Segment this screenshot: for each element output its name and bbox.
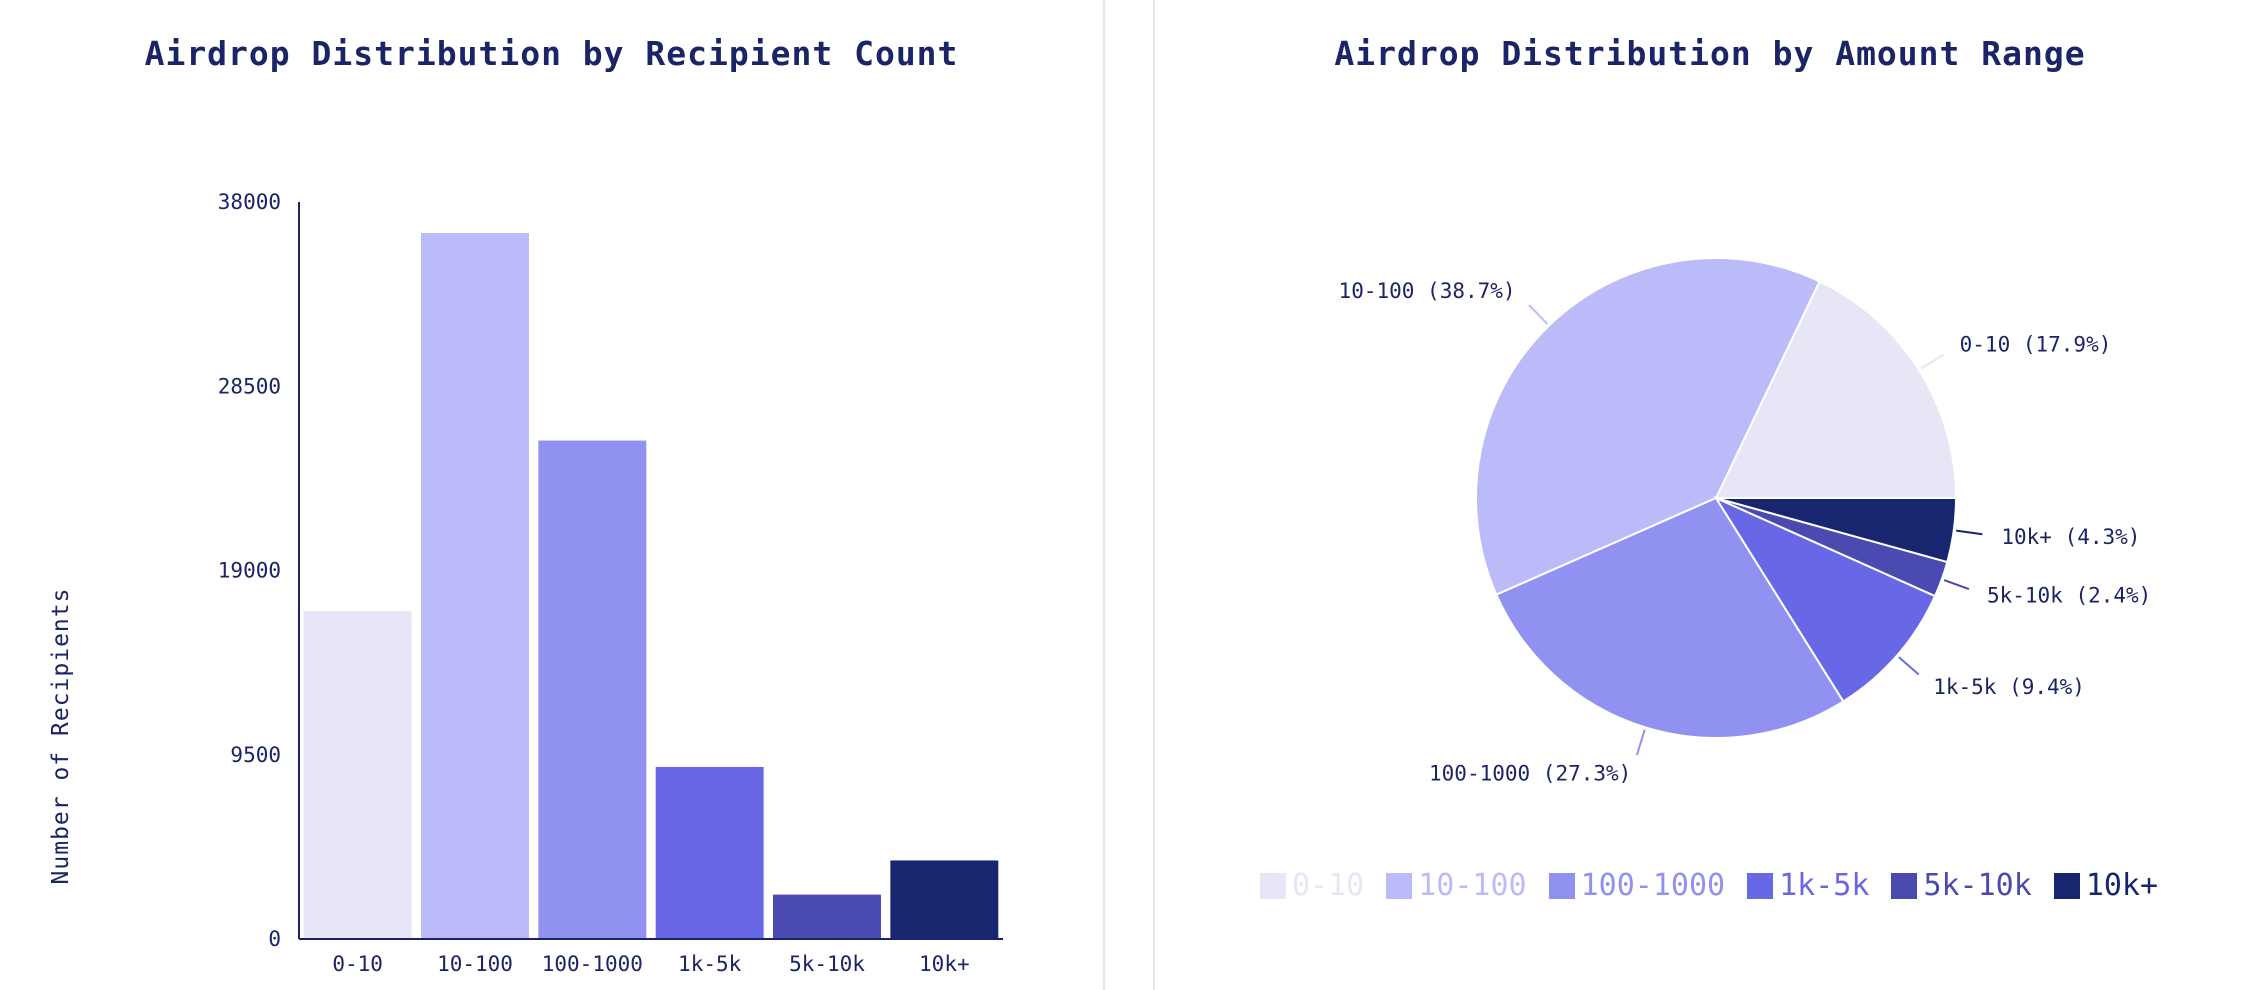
legend-label: 10-100: [1418, 868, 1527, 903]
x-tick-label: 10-100: [437, 952, 513, 976]
y-tick-label: 19000: [218, 559, 281, 583]
legend-item-10-100[interactable]: 10-100: [1386, 868, 1527, 903]
y-tick-label: 38000: [218, 190, 281, 214]
y-tick-label: 0: [268, 927, 281, 951]
legend-label: 5k-10k: [1923, 868, 2032, 903]
legend-item-1k-5k[interactable]: 1k-5k: [1747, 868, 1869, 903]
y-tick-label: 28500: [218, 374, 281, 398]
x-tick-label: 1k-5k: [678, 952, 742, 976]
x-tick-label: 5k-10k: [789, 952, 865, 976]
x-tick-label: 100-1000: [542, 952, 643, 976]
bar-chart-title: Airdrop Distribution by Recipient Count: [144, 34, 959, 73]
bar-chart-panel: Airdrop Distribution by Recipient Count …: [0, 0, 1105, 990]
legend-swatch: [1747, 872, 1774, 899]
pie-chart-title: Airdrop Distribution by Amount Range: [1334, 34, 2086, 73]
legend-swatch: [1386, 872, 1413, 899]
legend-swatch: [1260, 872, 1286, 899]
y-axis-label: Number of Recipients: [48, 588, 74, 885]
legend-swatch: [2053, 872, 2080, 899]
legend-label: 10k+: [2085, 868, 2159, 903]
legend-item-0-10[interactable]: 0-10: [1260, 868, 1364, 903]
legend-label: 1k-5k: [1779, 868, 1870, 903]
legend-swatch: [1891, 872, 1918, 899]
bar-chart: Number of Recipients 0-10 10-100 100-1000 1…: [48, 190, 1003, 976]
bar-5k-10k: [773, 894, 881, 939]
pie-chart-panel: Airdrop Distribution by Amount Range: [1153, 0, 2263, 990]
bar-1k-5k: [655, 766, 764, 939]
legend-label: 0-10: [1292, 868, 1365, 903]
legend-item-5k-10k[interactable]: 5k-10k: [1891, 868, 2032, 903]
pie-legend: 0-10 10-100 100-1000 1k-5k 5k-10k 10k+: [1260, 868, 2158, 903]
bar-0-10: [303, 611, 412, 939]
legend-swatch: [1548, 872, 1575, 899]
x-tick-label: 0-10: [332, 952, 383, 976]
y-tick-label: 9500: [230, 743, 281, 767]
bar-100-1000: [538, 440, 647, 939]
legend-item-10k+[interactable]: 10k+: [2053, 868, 2159, 903]
x-tick-label: 10k+: [919, 952, 970, 976]
legend-item-100-1000[interactable]: 100-1000: [1548, 868, 1726, 903]
bar-10k+: [890, 860, 999, 939]
bar-10-100: [421, 233, 529, 939]
legend-label: 100-1000: [1580, 868, 1726, 903]
